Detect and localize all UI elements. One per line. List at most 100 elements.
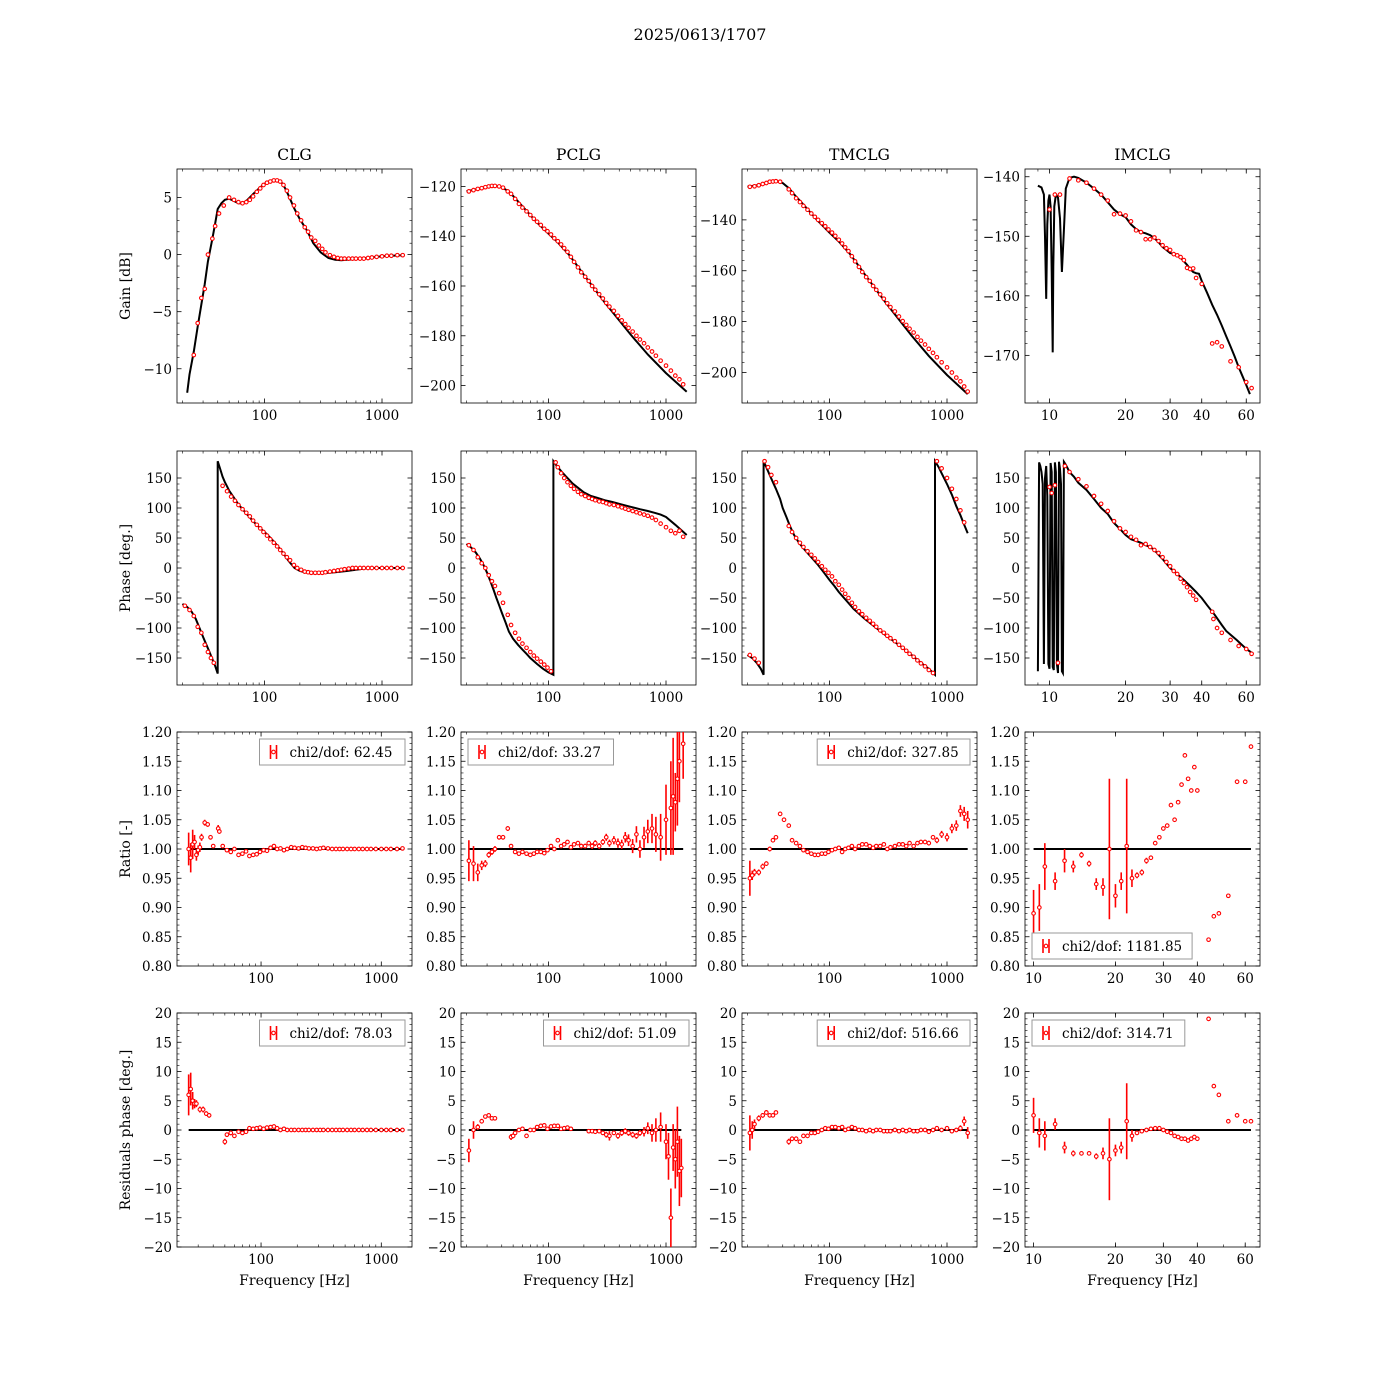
data-point: [264, 848, 270, 854]
data-point: [1156, 834, 1162, 840]
data-point: [268, 845, 273, 851]
data-point: [243, 510, 249, 516]
data-point: [368, 846, 374, 852]
plot-area: [466, 732, 686, 882]
data-point: [1211, 1083, 1217, 1089]
y-tick-label: −20: [992, 1240, 1021, 1256]
data-point: [1047, 207, 1052, 212]
data-point: [534, 656, 540, 661]
data-point: [254, 522, 260, 528]
data-point: [896, 1128, 902, 1134]
data-point: [1147, 544, 1153, 550]
data-point: [1242, 779, 1248, 785]
data-point: [471, 187, 476, 193]
data-point: [826, 849, 831, 855]
data-point: [267, 536, 273, 542]
y-tick-label: 1.20: [990, 725, 1020, 741]
data-point: [668, 528, 674, 534]
data-point: [466, 1148, 472, 1153]
data-point: [896, 642, 902, 648]
tmclg-phase-panel: 100 1000 −150 −100 −50 0 50 100 150: [700, 450, 978, 706]
subplot-title: IMCLG: [1114, 146, 1171, 164]
y-tick-label: 5: [447, 1094, 456, 1110]
data-point: [291, 203, 297, 208]
legend-marker: [271, 1030, 276, 1036]
y-tick-label: 1.10: [990, 784, 1020, 800]
data-point: [284, 188, 290, 194]
x-tick-label: 10: [1041, 408, 1058, 424]
data-point: [565, 479, 570, 485]
data-point: [930, 1127, 936, 1133]
data-point: [958, 379, 963, 384]
data-point: [767, 846, 773, 852]
data-point: [298, 218, 304, 223]
data-point: [558, 242, 564, 247]
legend: chi2/dof: 51.09: [543, 1019, 690, 1047]
data-point: [805, 1133, 810, 1139]
data-point: [1236, 364, 1242, 370]
y-axis-label: Gain [dB]: [118, 252, 134, 320]
x-tick-label: 30: [1155, 971, 1172, 987]
data-point: [881, 841, 887, 847]
plot-area: [181, 460, 406, 674]
data-point: [220, 843, 226, 849]
y-tick-label: 0: [728, 1123, 737, 1139]
data-point: [284, 846, 290, 852]
data-point: [773, 479, 779, 485]
x-tick-label: 20: [1107, 971, 1124, 987]
data-point: [630, 843, 635, 849]
data-point: [672, 1156, 678, 1162]
data-point: [369, 565, 375, 571]
data-point: [812, 556, 818, 561]
data-point: [568, 1126, 574, 1132]
data-point: [836, 237, 842, 243]
data-point: [668, 805, 674, 811]
data-point: [1042, 864, 1048, 869]
data-point: [900, 645, 906, 651]
legend-box: [816, 1019, 971, 1047]
data-point: [1181, 257, 1187, 263]
data-point: [752, 870, 757, 875]
data-point: [822, 567, 828, 573]
data-point: [881, 296, 887, 302]
data-point: [346, 256, 351, 261]
legend: chi2/dof: 78.03: [259, 1019, 406, 1047]
data-point: [781, 817, 787, 823]
data-point: [934, 458, 940, 464]
data-point: [1167, 563, 1173, 569]
y-tick-label: −200: [700, 365, 737, 381]
tmclg-gain-panel: 100 1000 −200 −180 −160 −140 TMCLG: [700, 146, 978, 424]
data-point: [1211, 616, 1216, 622]
data-point: [1175, 1134, 1181, 1140]
plot-area: [186, 178, 406, 393]
y-tick-label: 10: [439, 1065, 456, 1081]
data-point: [210, 236, 215, 241]
data-point: [863, 274, 869, 280]
data-point: [1113, 893, 1118, 899]
data-point: [508, 191, 514, 197]
x-tick-label: 100: [536, 408, 562, 424]
data-point: [846, 248, 851, 254]
data-point: [492, 846, 498, 852]
data-point: [1118, 878, 1124, 884]
data-point: [888, 304, 893, 310]
y-tick-label: −100: [700, 621, 737, 637]
data-point: [826, 227, 831, 232]
y-tick-label: 15: [720, 1035, 737, 1051]
data-point: [325, 1127, 331, 1133]
data-point: [344, 1127, 350, 1133]
y-tick-label: 10: [1003, 1065, 1020, 1081]
data-point: [383, 846, 389, 852]
data-point: [859, 841, 865, 847]
data-point: [250, 194, 256, 199]
data-point: [934, 1125, 940, 1131]
y-tick-label: 10: [155, 1065, 172, 1081]
data-point: [489, 578, 495, 584]
data-point: [630, 508, 635, 514]
data-point: [922, 1127, 928, 1133]
data-point: [944, 834, 950, 840]
legend-marker: [479, 749, 485, 755]
data-point: [873, 843, 879, 849]
y-tick-label: 5: [1011, 1094, 1020, 1110]
x-tick-label: 40: [1189, 971, 1206, 987]
